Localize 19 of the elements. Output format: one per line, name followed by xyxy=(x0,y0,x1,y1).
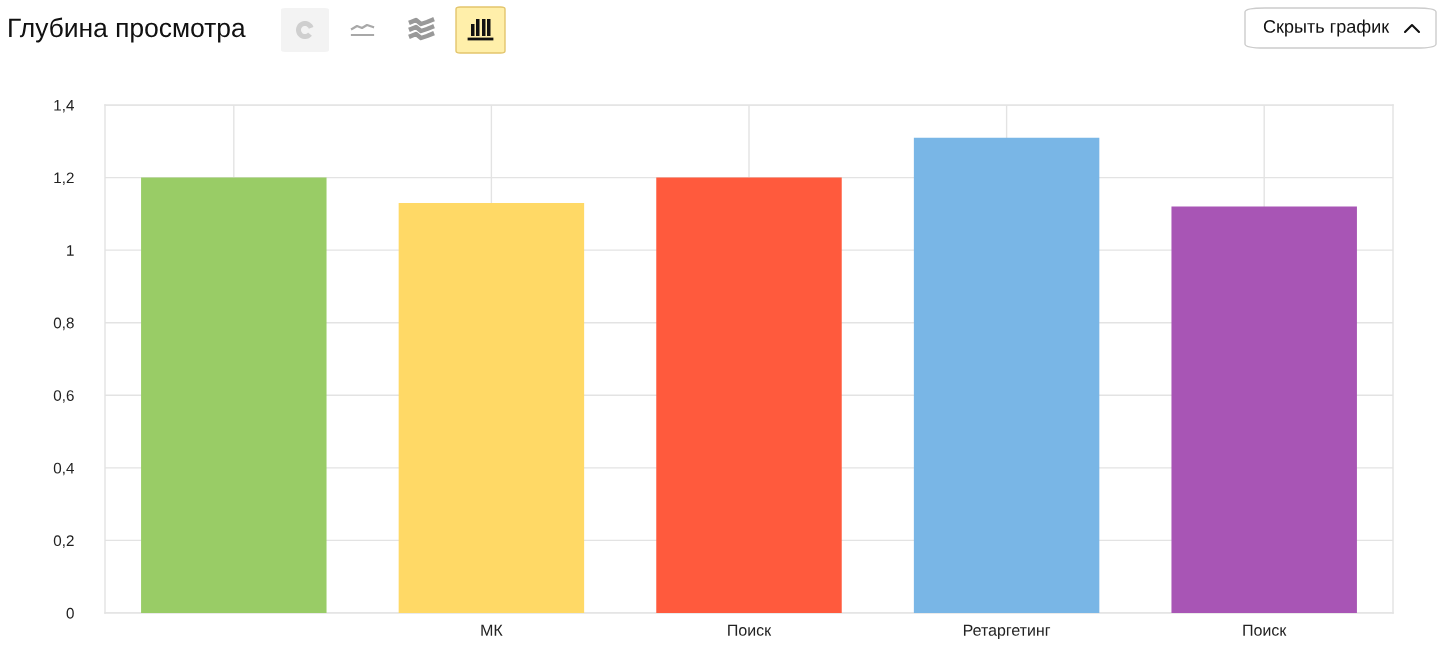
y-tick-label: 0 xyxy=(66,607,74,619)
y-tick-label: 1 xyxy=(67,245,74,256)
x-tick-label: МК xyxy=(481,624,503,636)
x-tick-label: Поиск xyxy=(728,624,772,636)
bar xyxy=(141,177,327,613)
bar xyxy=(913,137,1100,613)
text: Скрыть график xyxy=(1263,19,1390,37)
y-tick-label: 0,6 xyxy=(53,390,74,403)
x-tick-label: Поиск xyxy=(1243,624,1287,636)
y-tick-label: 1,2 xyxy=(54,172,74,186)
y-tick-label: 0,2 xyxy=(53,535,74,548)
chart-title: Глубина просмотра xyxy=(9,17,246,43)
y-tick-label: 0,4 xyxy=(53,462,74,476)
bar xyxy=(1171,206,1357,613)
bar xyxy=(656,177,842,613)
x-tick-label: Ретаргетинг xyxy=(963,624,1051,639)
bar xyxy=(398,202,585,613)
y-tick-label: 0,8 xyxy=(53,317,74,331)
y-tick-label: 1,4 xyxy=(54,100,74,113)
